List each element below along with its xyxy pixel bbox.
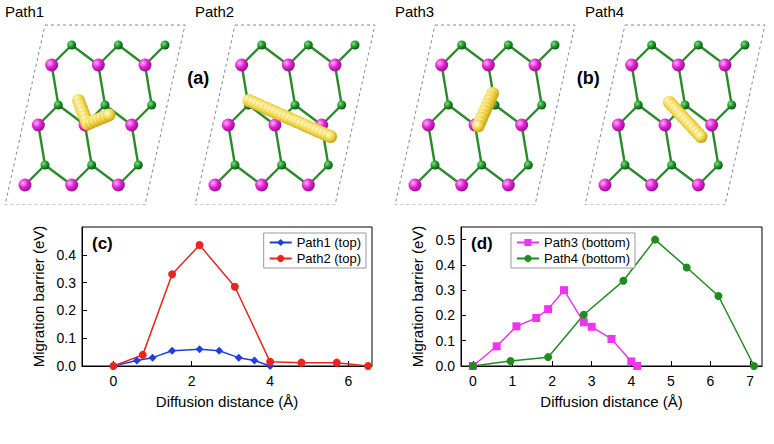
- svg-text:Diffusion distance (Å): Diffusion distance (Å): [156, 393, 298, 410]
- svg-text:0: 0: [109, 373, 117, 389]
- svg-text:0.3: 0.3: [57, 275, 77, 291]
- svg-text:(a): (a): [187, 68, 209, 88]
- svg-text:Path1 (top): Path1 (top): [297, 235, 361, 250]
- svg-text:Path4 (bottom): Path4 (bottom): [544, 251, 630, 266]
- svg-text:Migration barrier (eV): Migration barrier (eV): [409, 226, 426, 368]
- svg-text:Migration barrier (eV): Migration barrier (eV): [30, 226, 47, 368]
- svg-text:3: 3: [588, 373, 596, 389]
- svg-text:5: 5: [667, 373, 675, 389]
- svg-text:Path3: Path3: [395, 3, 434, 20]
- svg-text:0: 0: [469, 373, 477, 389]
- svg-text:4: 4: [627, 373, 635, 389]
- svg-text:0.2: 0.2: [57, 302, 77, 318]
- svg-text:7: 7: [746, 373, 754, 389]
- svg-text:Diffusion distance (Å): Diffusion distance (Å): [540, 393, 682, 410]
- svg-text:0.4: 0.4: [436, 257, 456, 273]
- svg-text:6: 6: [707, 373, 715, 389]
- svg-text:0.4: 0.4: [57, 247, 77, 263]
- svg-text:0.0: 0.0: [436, 358, 456, 374]
- svg-text:2: 2: [548, 373, 556, 389]
- svg-text:0.1: 0.1: [436, 333, 456, 349]
- svg-text:Path3 (bottom): Path3 (bottom): [544, 235, 630, 250]
- svg-text:0.2: 0.2: [436, 307, 456, 323]
- svg-text:4: 4: [266, 373, 274, 389]
- svg-text:0.1: 0.1: [57, 330, 77, 346]
- svg-text:1: 1: [509, 373, 517, 389]
- svg-text:0.3: 0.3: [436, 282, 456, 298]
- svg-text:0.0: 0.0: [57, 358, 77, 374]
- svg-text:Path1: Path1: [5, 3, 44, 20]
- svg-text:(b): (b): [577, 68, 600, 88]
- svg-text:6: 6: [345, 373, 353, 389]
- svg-text:2: 2: [188, 373, 196, 389]
- svg-text:0.5: 0.5: [436, 232, 456, 248]
- svg-text:Path2: Path2: [195, 3, 234, 20]
- svg-text:(d): (d): [471, 234, 493, 253]
- svg-text:Path4: Path4: [585, 3, 624, 20]
- svg-text:(c): (c): [92, 234, 113, 253]
- svg-text:Path2 (top): Path2 (top): [297, 251, 361, 266]
